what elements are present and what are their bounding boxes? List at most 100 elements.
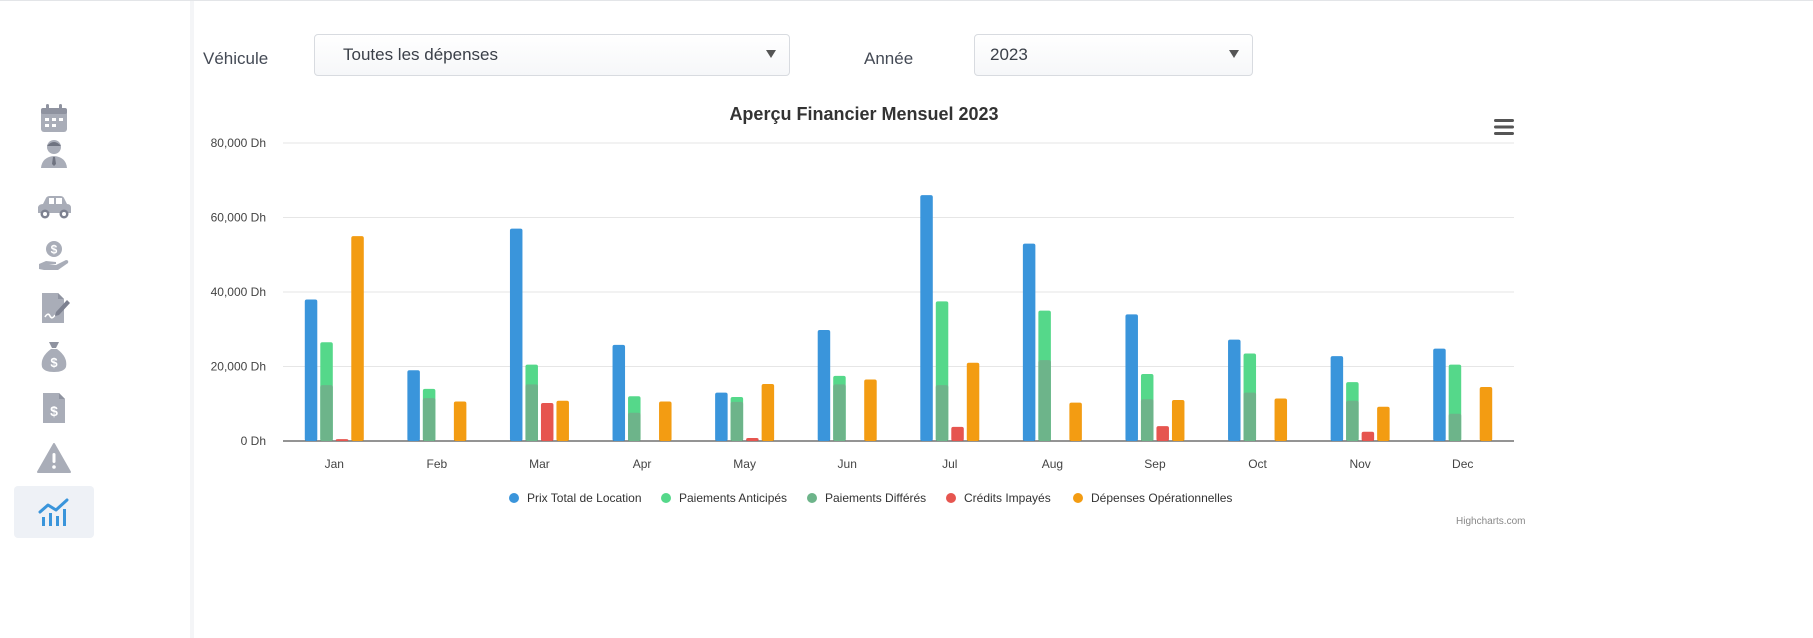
legend-label: Paiements Différés [825, 491, 926, 505]
sidebar-item-revenues[interactable]: $ [14, 331, 94, 383]
bar-depenses-operationnelles[interactable] [351, 236, 364, 441]
sidebar: $ $ $ [0, 1, 190, 638]
svg-text:$: $ [51, 243, 58, 257]
legend-item[interactable]: Paiements Différés [807, 491, 926, 505]
sidebar-item-contracts[interactable] [14, 282, 94, 334]
legend-item[interactable]: Prix Total de Location [509, 491, 642, 505]
chart-icon [38, 498, 69, 526]
x-tick-label: Jan [325, 457, 344, 471]
x-tick-label: Mar [529, 457, 550, 471]
bar-depenses-operationnelles[interactable] [556, 400, 569, 441]
bar-depenses-operationnelles[interactable] [453, 401, 467, 441]
chart-title: Aperçu Financier Mensuel 2023 [729, 104, 998, 124]
x-axis-labels: Jan Feb Mar Apr May Jun Jul Aug Sep Oct Nov Dec [325, 457, 1474, 471]
bar-paiements-differes[interactable] [1448, 413, 1462, 441]
vehicle-select[interactable]: Toutes les dépenses [314, 34, 790, 76]
bar-prix-total-location[interactable] [1433, 348, 1446, 441]
vehicle-select-value: Toutes les dépenses [343, 45, 498, 64]
sidebar-item-alerts[interactable] [14, 433, 94, 485]
bar-prix-total-location[interactable] [1330, 356, 1344, 441]
car-icon [38, 196, 71, 219]
x-tick-label: Jun [838, 457, 857, 471]
bar-paiements-differes[interactable] [1243, 392, 1257, 441]
bar-prix-total-location[interactable] [407, 370, 420, 441]
bar-paiements-differes[interactable] [628, 412, 641, 441]
y-tick-label: 0 Dh [241, 434, 266, 448]
legend-marker [1073, 493, 1083, 503]
x-tick-label: Jul [942, 457, 957, 471]
legend-label: Dépenses Opérationnelles [1091, 491, 1232, 505]
y-tick-label: 60,000 Dh [211, 211, 266, 225]
bar-paiements-differes[interactable] [525, 384, 538, 441]
sidebar-item-calendar[interactable] [14, 93, 94, 145]
legend-item[interactable]: Dépenses Opérationnelles [1073, 491, 1232, 505]
legend-item[interactable]: Crédits Impayés [946, 491, 1051, 505]
sidebar-item-statistics[interactable] [14, 486, 94, 538]
bar-prix-total-location[interactable] [304, 299, 318, 441]
chart-gridlines [283, 142, 1514, 442]
legend-label: Crédits Impayés [964, 491, 1051, 505]
main-content: Véhicule Toutes les dépenses Année 2023 … [194, 1, 1813, 638]
legend-marker [661, 493, 671, 503]
bar-depenses-operationnelles[interactable] [1274, 398, 1288, 441]
sidebar-item-payments[interactable]: $ [14, 230, 94, 282]
chart-credits[interactable]: Highcharts.com [1456, 516, 1526, 527]
x-tick-label: Nov [1349, 457, 1370, 471]
year-select[interactable]: 2023 [974, 34, 1253, 76]
bar-depenses-operationnelles[interactable] [659, 401, 672, 441]
bar-prix-total-location[interactable] [612, 344, 626, 441]
bar-prix-total-location[interactable] [715, 392, 728, 441]
y-tick-label: 40,000 Dh [211, 285, 266, 299]
bar-credits-impayes[interactable] [1156, 426, 1169, 441]
bar-prix-total-location[interactable] [1228, 339, 1241, 441]
bar-prix-total-location[interactable] [509, 228, 523, 441]
bar-credits-impayes[interactable] [951, 426, 964, 441]
bar-paiements-differes[interactable] [1346, 400, 1359, 441]
chart-canvas: Aperçu Financier Mensuel 2023 0 Dh 20,000… [211, 104, 1514, 505]
legend-marker [946, 493, 956, 503]
chart-legend[interactable]: Prix Total de Location Paiements Anticipé… [509, 491, 1232, 505]
x-tick-label: Oct [1248, 457, 1267, 471]
bar-depenses-operationnelles[interactable] [1171, 400, 1185, 441]
chart-menu-icon[interactable] [1490, 115, 1518, 139]
sidebar-item-invoices[interactable]: $ [14, 382, 94, 434]
financial-chart: Aperçu Financier Mensuel 2023 0 Dh 20,000… [194, 101, 1813, 621]
bar-paiements-differes[interactable] [320, 385, 333, 441]
svg-text:$: $ [50, 403, 58, 419]
bar-paiements-differes[interactable] [730, 401, 744, 441]
bar-depenses-operationnelles[interactable] [761, 384, 775, 441]
bar-depenses-operationnelles[interactable] [864, 379, 877, 441]
bar-prix-total-location[interactable] [1022, 243, 1036, 441]
bar-paiements-differes[interactable] [1038, 360, 1051, 441]
x-tick-label: Sep [1144, 457, 1166, 471]
bar-prix-total-location[interactable] [1125, 314, 1138, 441]
chevron-down-icon [766, 50, 776, 58]
bar-depenses-operationnelles[interactable] [1479, 386, 1493, 441]
bar-paiements-differes[interactable] [422, 398, 436, 441]
x-tick-label: May [733, 457, 756, 471]
y-axis-labels: 0 Dh 20,000 Dh 40,000 Dh 60,000 Dh 80,000 Dh [211, 136, 266, 448]
chart-bars[interactable] [304, 195, 1493, 441]
bar-paiements-differes[interactable] [1140, 399, 1154, 441]
bar-prix-total-location[interactable] [920, 195, 933, 441]
bar-credits-impayes[interactable] [746, 438, 759, 441]
bar-credits-impayes[interactable] [540, 403, 554, 441]
bar-depenses-operationnelles[interactable] [1377, 406, 1390, 441]
bar-credits-impayes[interactable] [335, 439, 349, 441]
invoice-icon: $ [43, 393, 65, 423]
legend-item[interactable]: Paiements Anticipés [661, 491, 787, 505]
bar-paiements-differes[interactable] [935, 385, 949, 441]
sidebar-item-vehicles[interactable] [14, 181, 94, 233]
x-tick-label: Apr [633, 457, 652, 471]
warning-icon [37, 443, 71, 473]
sidebar-item-users[interactable] [14, 128, 94, 180]
vehicle-filter-label: Véhicule [203, 49, 269, 68]
bar-depenses-operationnelles[interactable] [1069, 402, 1082, 441]
bar-depenses-operationnelles[interactable] [966, 362, 980, 441]
bar-prix-total-location[interactable] [817, 329, 831, 441]
year-select-value: 2023 [990, 45, 1028, 64]
legend-marker [807, 493, 817, 503]
legend-marker [509, 493, 519, 503]
bar-paiements-differes[interactable] [833, 384, 846, 441]
bar-credits-impayes[interactable] [1361, 431, 1375, 441]
